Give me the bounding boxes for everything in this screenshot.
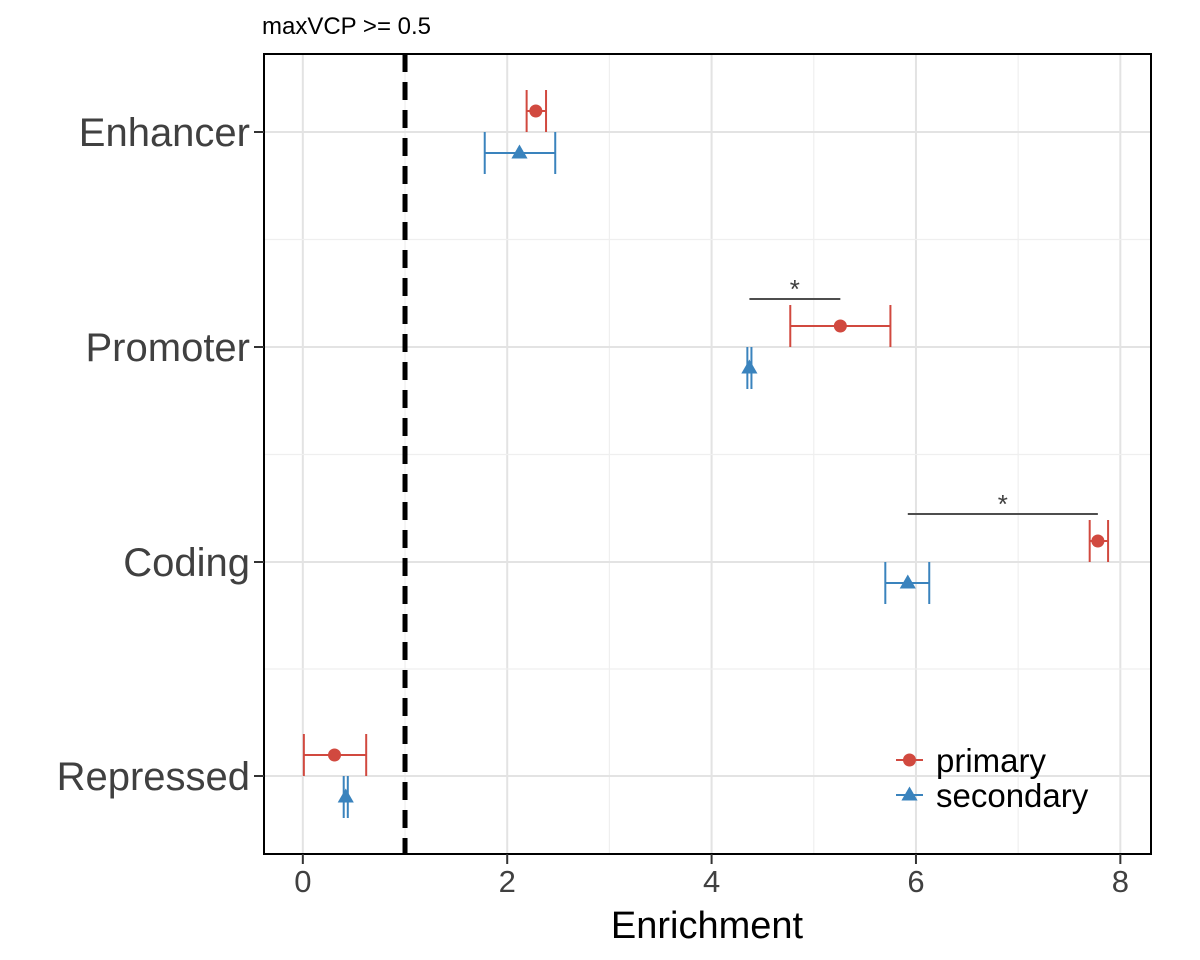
legend-label-primary: primary (936, 742, 1047, 779)
y-category-label: Enhancer (79, 111, 250, 155)
y-category-label: Promoter (86, 326, 251, 370)
point-secondary (511, 144, 528, 159)
x-tick-label: 6 (907, 864, 924, 899)
x-axis-title: Enrichment (611, 905, 804, 947)
point-secondary (899, 574, 916, 589)
axes: 0 2 4 6 8 Enhancer Promoter Coding Repressed (57, 111, 1129, 899)
legend-label-secondary: secondary (936, 777, 1089, 814)
legend-key-primary (903, 753, 916, 767)
x-tick-label: 4 (703, 864, 720, 899)
grid-lines (264, 54, 1151, 854)
significance-label: * (998, 489, 1008, 519)
point-primary (529, 104, 543, 118)
legend-key-secondary (901, 786, 918, 801)
y-category-label: Repressed (57, 755, 250, 799)
point-secondary (741, 359, 758, 374)
x-tick-label: 0 (294, 864, 311, 899)
data-marks: ** (302, 90, 1110, 818)
significance-label: * (790, 274, 800, 304)
point-primary (328, 748, 342, 762)
x-tick-label: 2 (499, 864, 516, 899)
point-secondary (337, 788, 354, 803)
point-primary (833, 319, 847, 333)
point-primary (1091, 534, 1105, 548)
x-tick-label: 8 (1112, 864, 1129, 899)
chart-title: maxVCP >= 0.5 (262, 13, 431, 40)
plot-border (263, 53, 1152, 855)
y-category-label: Coding (123, 541, 250, 585)
